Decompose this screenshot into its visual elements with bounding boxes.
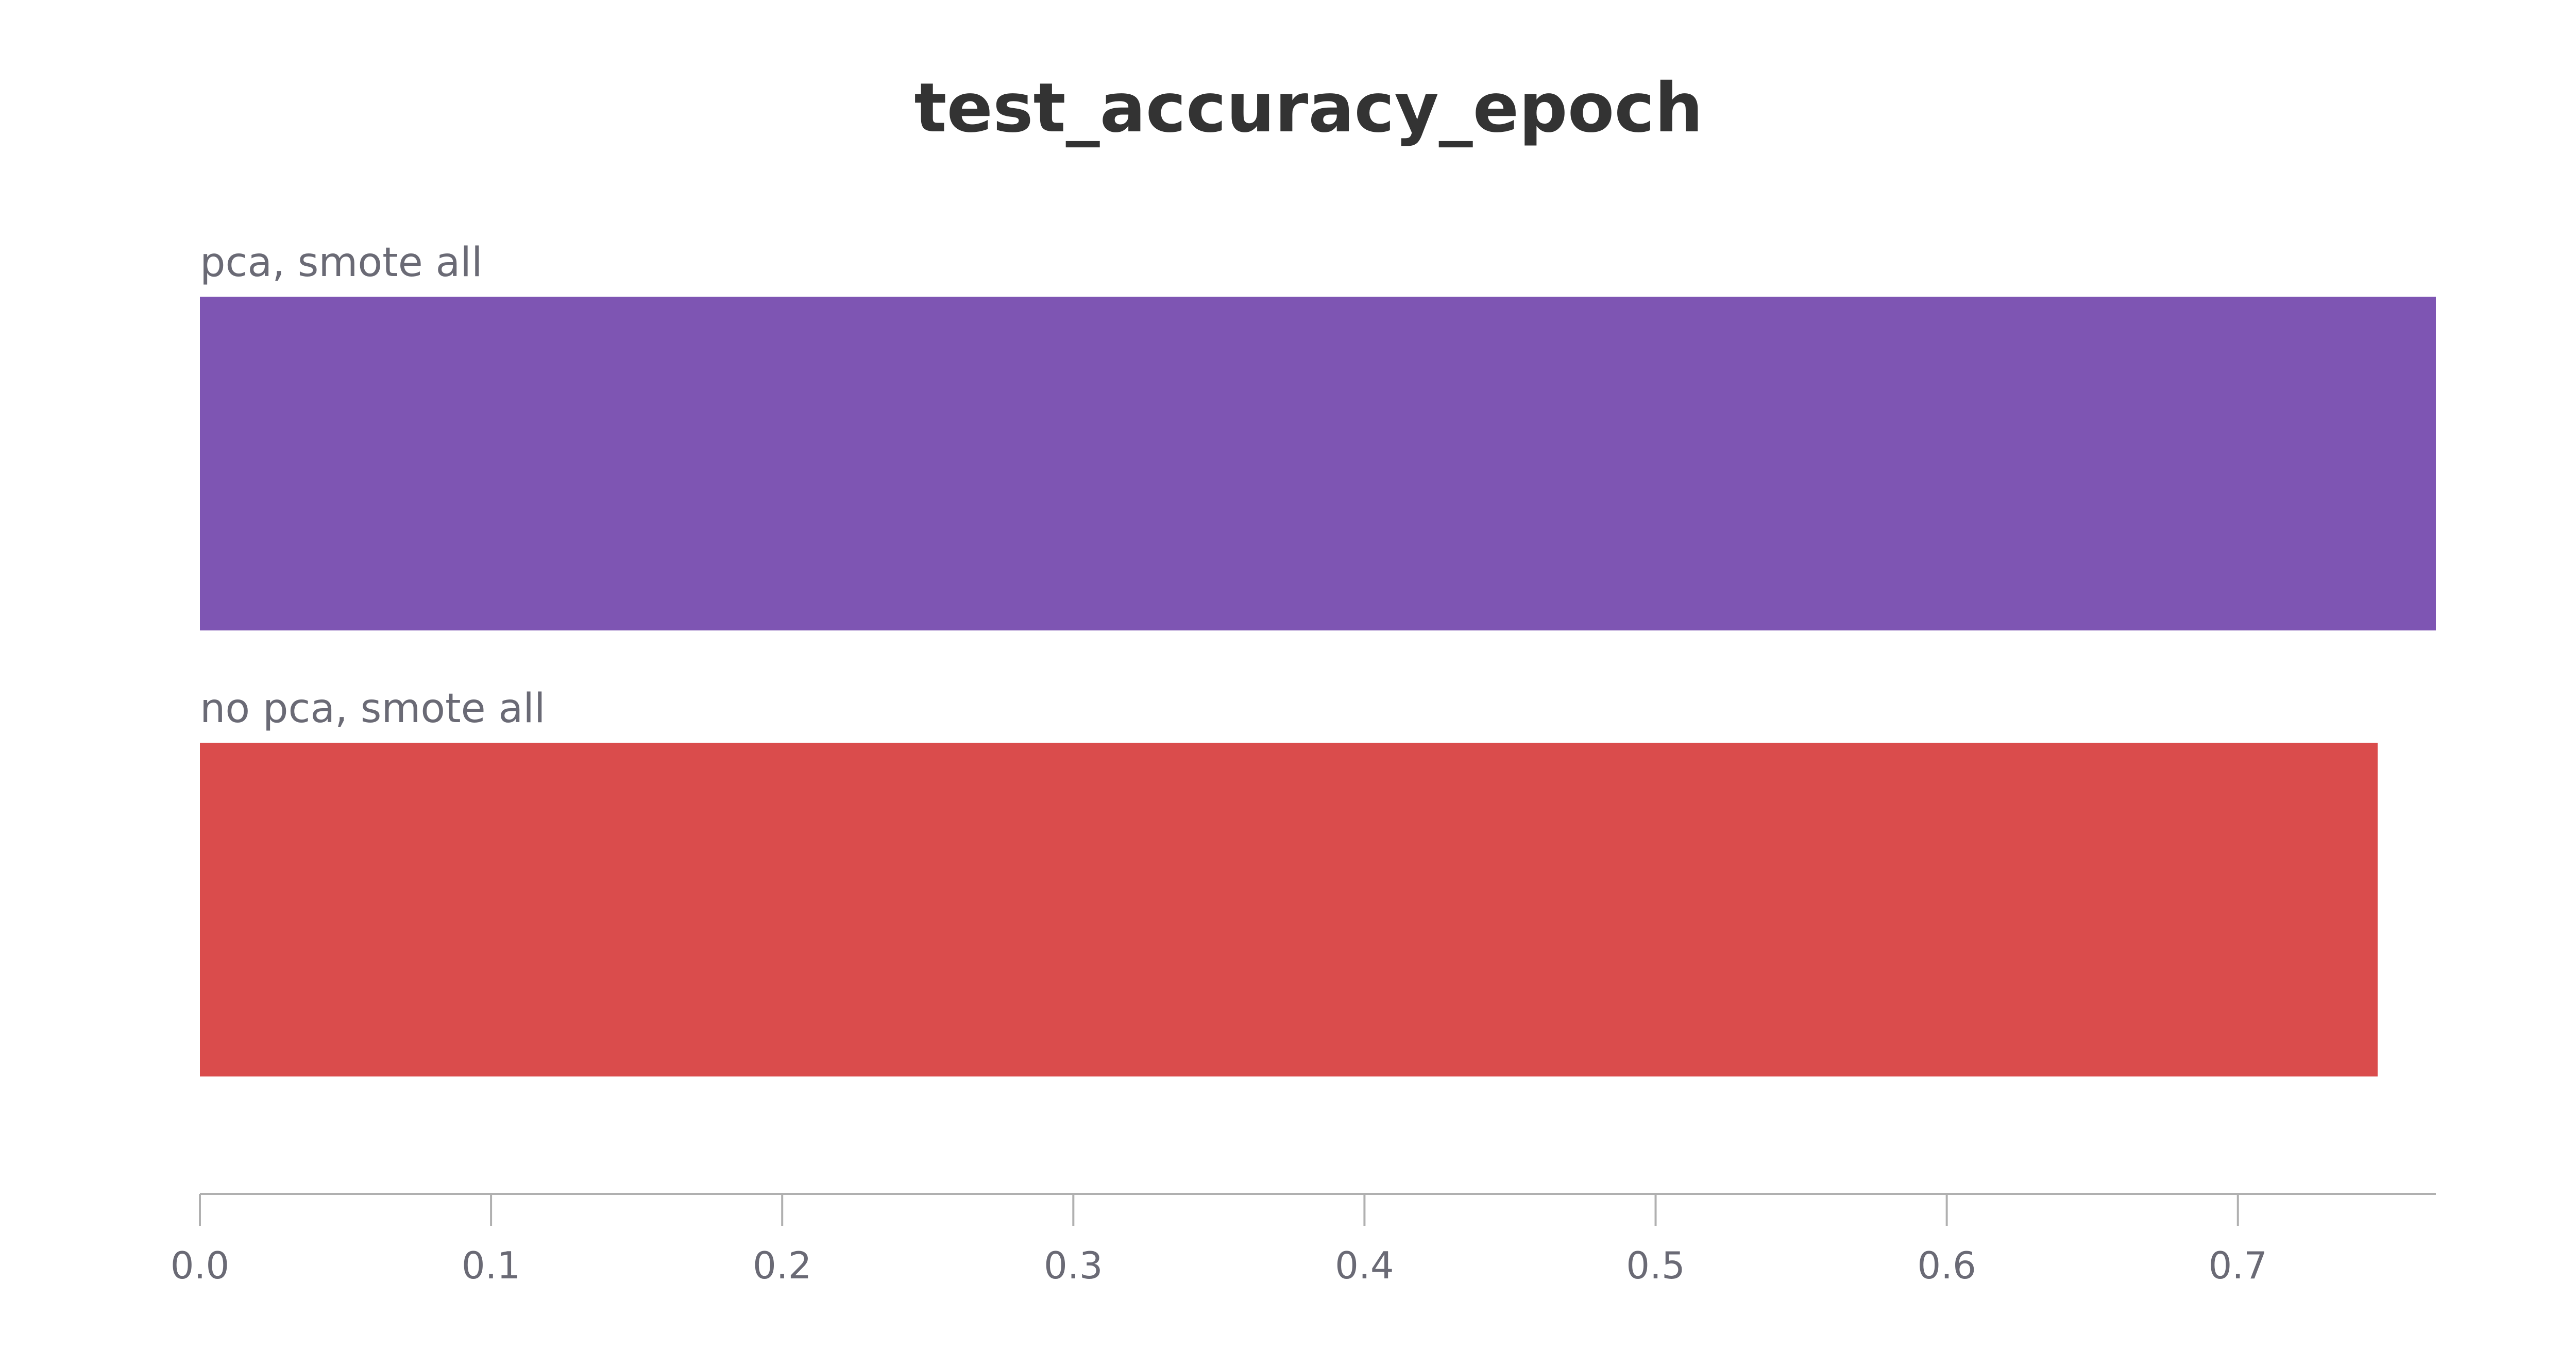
x-tick-label-5: 0.5 [1626, 1244, 1685, 1287]
x-tick-label-7: 0.7 [2208, 1244, 2267, 1287]
x-tick-label-2: 0.2 [753, 1244, 812, 1287]
bar-label-0: pca, smote all [200, 240, 483, 286]
bar-1[interactable] [200, 743, 2378, 1076]
bars-layer: pca, smote all no pca, smote all [200, 240, 2436, 1076]
x-tick-label-0: 0.0 [171, 1244, 230, 1287]
x-tick-label-6: 0.6 [1917, 1244, 1976, 1287]
x-tick-label-3: 0.3 [1044, 1244, 1103, 1287]
chart-title: test_accuracy_epoch [914, 69, 1703, 148]
x-tick-label-1: 0.1 [462, 1244, 521, 1287]
bar-label-1: no pca, smote all [200, 686, 546, 732]
x-axis: 0.0 0.1 0.2 0.3 0.4 0.5 0.6 0.7 [171, 1193, 2436, 1287]
bar-0[interactable] [200, 297, 2436, 630]
x-tick-label-4: 0.4 [1335, 1244, 1394, 1287]
